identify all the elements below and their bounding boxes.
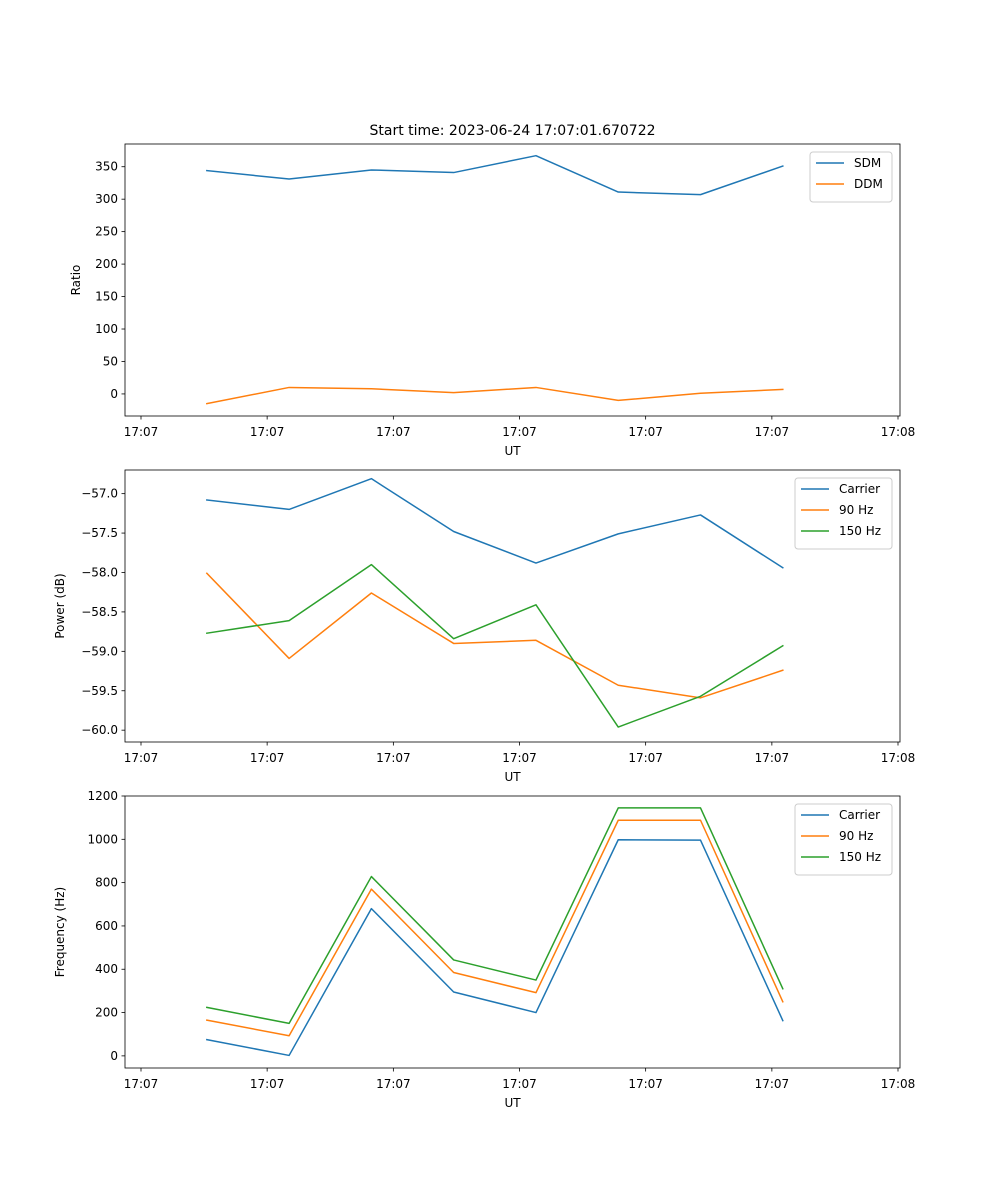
y-tick-label: 350 xyxy=(95,160,118,174)
chart-panel-1: 0 50 100 150 200 250 300 350 17:07 17:07 17:07 17:0… xyxy=(69,143,916,458)
legend: Carrier 90 Hz 150 Hz xyxy=(794,477,893,550)
legend-label: 150 Hz xyxy=(839,850,881,864)
panels: 0 50 100 150 200 250 300 350 17:07 17:07 17:07 17:0… xyxy=(53,143,916,1110)
legend: SDM DDM xyxy=(809,151,893,203)
y-tick-label: 400 xyxy=(95,962,118,976)
y-axis-label: Power (dB) xyxy=(53,573,67,638)
x-axis-label: UT xyxy=(504,444,521,458)
x-axis-label: UT xyxy=(504,770,521,784)
x-tick-label: 17:07 xyxy=(124,751,159,765)
x-tick-label: 17:08 xyxy=(881,425,916,439)
series-line-90-hz xyxy=(205,572,784,699)
legend-label: SDM xyxy=(854,156,881,170)
series-line-150-hz xyxy=(205,563,784,728)
series-line-carrier xyxy=(205,839,784,1057)
x-tick-label: 17:07 xyxy=(124,425,159,439)
y-axis-label: Frequency (Hz) xyxy=(53,887,67,978)
series-line-150-hz xyxy=(205,807,784,1025)
series-line-90-hz xyxy=(205,819,784,1037)
y-tick-label: 0 xyxy=(110,387,118,401)
legend-label: 90 Hz xyxy=(839,829,873,843)
x-tick-label: 17:08 xyxy=(881,751,916,765)
x-tick-label: 17:07 xyxy=(250,1077,285,1091)
x-tick-label: 17:07 xyxy=(502,1077,537,1091)
x-tick-label: 17:07 xyxy=(250,425,285,439)
x-tick-label: 17:07 xyxy=(376,425,411,439)
x-tick-label: 17:07 xyxy=(755,1077,790,1091)
x-tick-label: 17:08 xyxy=(881,1077,916,1091)
legend-label: 150 Hz xyxy=(839,524,881,538)
x-tick-label: 17:07 xyxy=(628,1077,663,1091)
y-tick-label: 1200 xyxy=(87,789,118,803)
series-line-sdm xyxy=(206,154,784,196)
axes-frame xyxy=(124,795,901,1069)
chart-panel-2: −60.0 −59.5 −59.0 −58.5 −58.0 −57.5 −57.0 17:07… xyxy=(53,469,916,784)
x-axis-label: UT xyxy=(504,1096,521,1110)
legend: Carrier 90 Hz 150 Hz xyxy=(794,803,893,876)
x-tick-label: 17:07 xyxy=(250,751,285,765)
series-line-ddm xyxy=(205,386,784,405)
chart-panel-3: 0 200 400 600 800 1000 1200 17:07 17:07 17:07 17:0… xyxy=(53,789,915,1110)
legend-label: 90 Hz xyxy=(839,503,873,517)
y-tick-label: 800 xyxy=(95,876,118,890)
figure-title: Start time: 2023-06-24 17:07:01.670722 xyxy=(369,123,655,139)
legend-label: Carrier xyxy=(839,808,880,822)
x-tick-label: 17:07 xyxy=(376,1077,411,1091)
y-tick-label: 600 xyxy=(95,919,118,933)
y-tick-label: 200 xyxy=(95,1006,118,1020)
y-tick-label: −58.5 xyxy=(81,605,118,619)
legend-label: Carrier xyxy=(839,482,880,496)
y-tick-label: −58.0 xyxy=(81,565,118,579)
y-tick-label: 200 xyxy=(95,257,118,271)
legend-label: DDM xyxy=(854,177,883,191)
y-tick-label: 0 xyxy=(110,1049,118,1063)
x-tick-label: 17:07 xyxy=(376,751,411,765)
y-axis-label: Ratio xyxy=(69,265,83,296)
y-tick-label: 300 xyxy=(95,192,118,206)
x-tick-label: 17:07 xyxy=(628,751,663,765)
y-tick-label: −57.0 xyxy=(81,487,118,501)
y-tick-label: −60.0 xyxy=(81,723,118,737)
x-tick-label: 17:07 xyxy=(502,425,537,439)
series-line-carrier xyxy=(205,477,784,569)
axes-frame xyxy=(124,143,901,417)
y-tick-label: 100 xyxy=(95,322,118,336)
y-tick-label: 50 xyxy=(103,354,118,368)
x-tick-label: 17:07 xyxy=(502,751,537,765)
y-tick-label: −59.5 xyxy=(81,684,118,698)
x-tick-label: 17:07 xyxy=(628,425,663,439)
y-tick-label: −59.0 xyxy=(81,644,118,658)
y-tick-label: −57.5 xyxy=(81,526,118,540)
y-tick-label: 250 xyxy=(95,225,118,239)
legend-box xyxy=(809,151,893,203)
axes-frame xyxy=(124,469,901,743)
x-tick-label: 17:07 xyxy=(755,425,790,439)
y-tick-label: 1000 xyxy=(87,832,118,846)
x-tick-label: 17:07 xyxy=(124,1077,159,1091)
y-tick-label: 150 xyxy=(95,290,118,304)
x-tick-label: 17:07 xyxy=(755,751,790,765)
